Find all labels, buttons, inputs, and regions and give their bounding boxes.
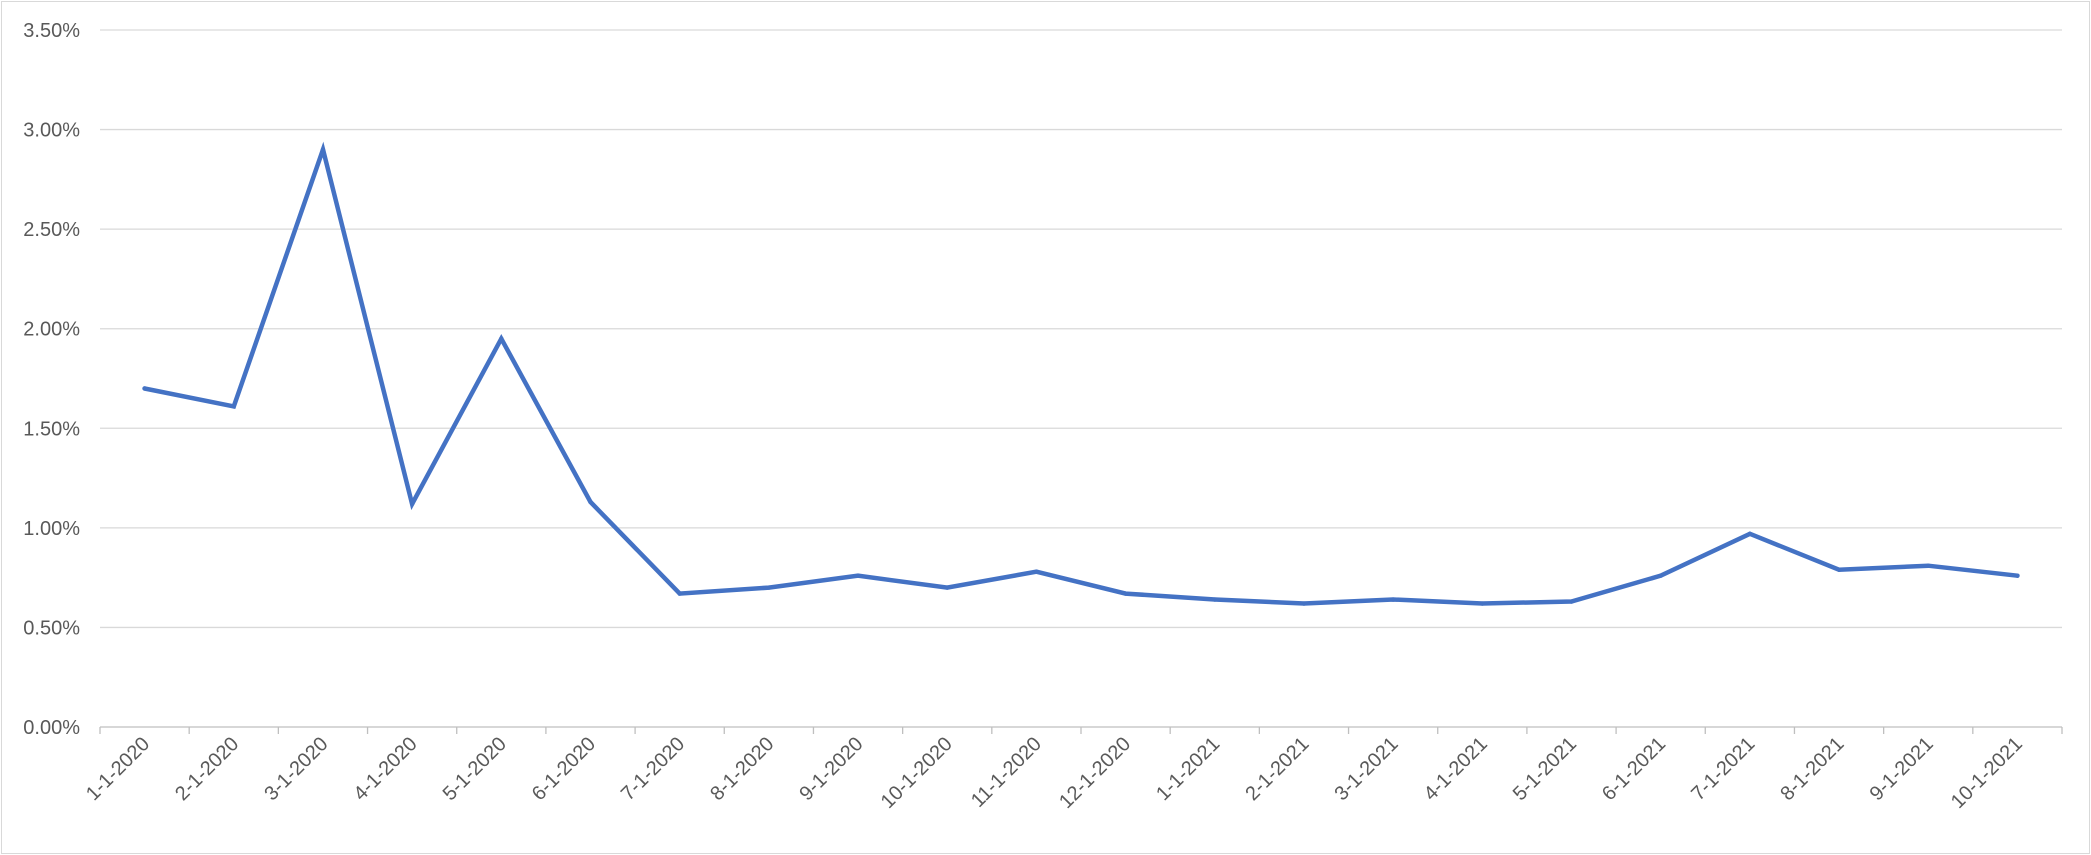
data-point (1569, 599, 1574, 604)
x-tick-label: 7-1-2021 (1687, 733, 1759, 805)
y-tick-label: 2.00% (23, 319, 80, 341)
x-tick-label: 5-1-2021 (1509, 733, 1581, 805)
x-tick-label: 9-1-2020 (795, 733, 867, 805)
data-point (855, 573, 861, 578)
x-tick-label: 5-1-2020 (439, 733, 511, 805)
x-tick-label: 8-1-2020 (706, 733, 778, 805)
x-axis-tick-labels: 1-1-2020 2-1-2020 3-1-2020 4-1-2020 5-1-2020… (82, 733, 2027, 813)
y-axis-tick-labels: 0.00% 0.50% 1.00% 1.50% 2.00% 2.50% 3.00% 3.50% (23, 20, 80, 739)
data-point (1747, 531, 1753, 537)
x-tick-label: 7-1-2020 (617, 733, 689, 805)
data-point (499, 336, 504, 341)
x-tick-label: 8-1-2021 (1776, 733, 1848, 805)
x-tick-label: 12-1-2020 (1055, 733, 1135, 813)
x-tick-label: 1-1-2020 (82, 733, 154, 805)
x-tick-label: 1-1-2021 (1152, 733, 1224, 805)
x-tick-label: 10-1-2021 (1947, 733, 2027, 813)
x-tick-label: 6-1-2021 (1598, 733, 1670, 805)
series-group (142, 141, 2020, 606)
x-tick-label: 2-1-2021 (1241, 733, 1313, 805)
data-point (588, 499, 593, 505)
y-tick-label: 0.50% (23, 617, 80, 639)
y-tick-label: 0.00% (23, 717, 80, 739)
data-point (1123, 591, 1128, 596)
data-point (409, 501, 415, 507)
data-point (1390, 597, 1396, 602)
data-point (766, 585, 772, 590)
data-point (2015, 573, 2020, 578)
data-point (231, 404, 236, 409)
data-point (1836, 567, 1842, 572)
x-tick-label: 10-1-2020 (877, 733, 957, 813)
x-tick-label: 4-1-2020 (350, 733, 422, 805)
x-tick-label: 6-1-2020 (528, 733, 600, 805)
x-tick-label: 11-1-2020 (967, 733, 1046, 812)
data-point (142, 386, 147, 391)
x-tick-label: 9-1-2021 (1866, 733, 1938, 805)
data-point (677, 591, 682, 596)
data-point (1926, 563, 1931, 568)
data-point (945, 585, 950, 590)
data-point (1212, 597, 1217, 602)
x-axis (99, 726, 2063, 734)
series-line (142, 141, 2020, 606)
gridlines (100, 29, 2062, 629)
y-tick-label: 3.50% (23, 20, 80, 42)
data-point (1034, 569, 1039, 574)
y-tick-label: 2.50% (23, 219, 80, 241)
x-tick-label: 3-1-2020 (260, 733, 332, 805)
x-tick-label: 2-1-2020 (171, 733, 243, 805)
data-point (1658, 573, 1663, 578)
y-tick-label: 1.00% (23, 518, 80, 540)
x-tick-label: 4-1-2021 (1420, 733, 1492, 805)
y-tick-label: 3.00% (23, 120, 80, 142)
x-tick-label: 3-1-2021 (1331, 733, 1403, 805)
data-point (1480, 601, 1485, 606)
y-tick-label: 1.50% (23, 418, 80, 440)
data-point (320, 147, 326, 152)
data-point (1301, 601, 1307, 606)
